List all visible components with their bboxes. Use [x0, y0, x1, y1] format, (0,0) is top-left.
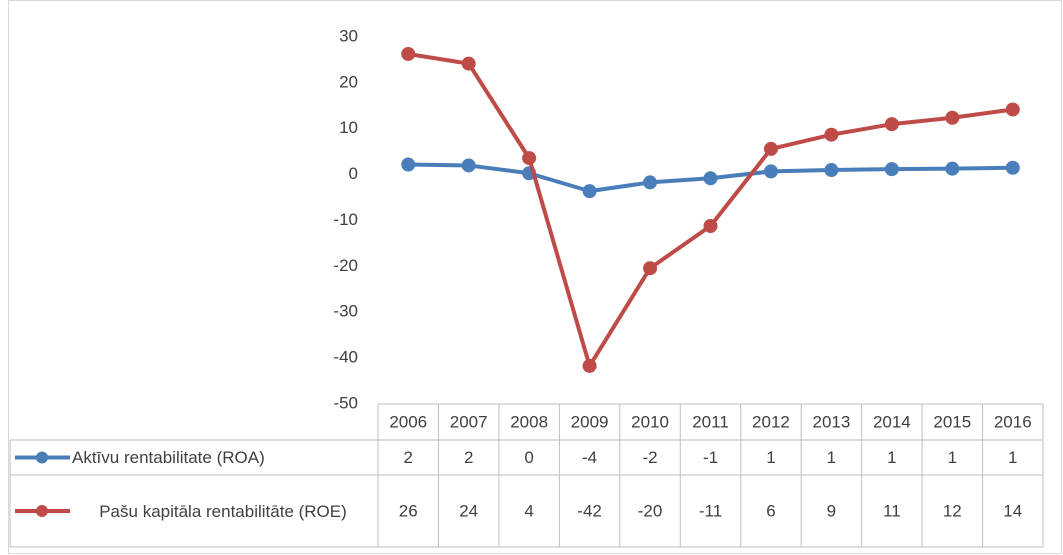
table-value: -4: [582, 448, 597, 467]
x-tick-label: 2013: [812, 412, 850, 431]
point: [643, 261, 658, 276]
table-value: 1: [948, 448, 957, 467]
legend-marker: [36, 451, 48, 464]
y-tick-label: -40: [333, 348, 358, 367]
table-value: 1: [766, 448, 775, 467]
y-tick-label: 30: [339, 26, 358, 45]
table-value: 11: [883, 501, 901, 520]
x-tick-label: 2012: [752, 412, 790, 431]
point: [643, 175, 658, 190]
table-value: 0: [524, 448, 533, 467]
y-tick-label: -10: [333, 210, 358, 229]
table-value: 9: [827, 501, 836, 520]
x-tick-label: 2009: [571, 412, 609, 431]
point: [824, 127, 839, 142]
point: [884, 117, 899, 132]
table-value: 2: [464, 448, 473, 467]
point: [461, 158, 476, 173]
legend-label: Pašu kapitāla rentabilitāte (ROE): [99, 501, 347, 521]
x-tick-label: 2006: [389, 412, 427, 431]
table-value: 4: [524, 501, 533, 520]
y-tick-label: -30: [333, 302, 358, 321]
point: [945, 161, 960, 176]
y-tick-label: 20: [339, 72, 358, 91]
point: [522, 151, 537, 166]
legend-marker: [36, 505, 48, 517]
point: [703, 171, 718, 186]
x-tick-label: 2011: [692, 412, 729, 431]
point: [763, 164, 778, 179]
table-value: 14: [1003, 501, 1022, 520]
table-value: 24: [459, 501, 478, 520]
legend-label-box: Aktīvu rentabilitate (ROA): [72, 448, 265, 467]
point: [401, 157, 416, 172]
x-tick-label: 2010: [631, 412, 669, 431]
table-value: 12: [943, 501, 962, 520]
series-line: [407, 51, 1014, 368]
point: [582, 358, 597, 373]
y-tick-label: 10: [339, 118, 358, 137]
x-tick-label: 2007: [450, 412, 488, 431]
x-tick-label: 2016: [994, 412, 1032, 431]
point: [884, 162, 899, 177]
table-value: 2: [403, 448, 412, 467]
point: [763, 141, 778, 156]
x-tick-label: 2014: [873, 412, 911, 431]
y-tick-label: 0: [349, 164, 358, 183]
table-value: 1: [1008, 448, 1017, 467]
table-value: 26: [399, 501, 418, 520]
point: [401, 46, 416, 61]
y-tick-label: -20: [333, 256, 358, 275]
point: [703, 219, 718, 234]
point: [824, 163, 839, 178]
chart-border: [8, 0, 1062, 554]
x-tick-label: 2008: [510, 412, 548, 431]
point: [582, 184, 597, 199]
table-value: 1: [827, 448, 836, 467]
point: [461, 56, 476, 71]
legend-label-box: Pašu kapitāla rentabilitāte (ROE): [99, 501, 347, 521]
legend-label: Aktīvu rentabilitate (ROA): [72, 448, 265, 467]
table-value: 1: [887, 448, 896, 467]
y-tick-label: -50: [333, 393, 358, 412]
table-value: -1: [703, 448, 718, 467]
table-value: -42: [577, 501, 602, 520]
table-value: -2: [642, 448, 657, 467]
point: [1005, 102, 1020, 117]
table-value: -20: [638, 501, 663, 520]
table-value: -11: [699, 501, 722, 520]
point: [1005, 160, 1020, 175]
x-tick-label: 2015: [933, 412, 971, 431]
point: [945, 110, 960, 125]
table-value: 6: [766, 501, 775, 520]
